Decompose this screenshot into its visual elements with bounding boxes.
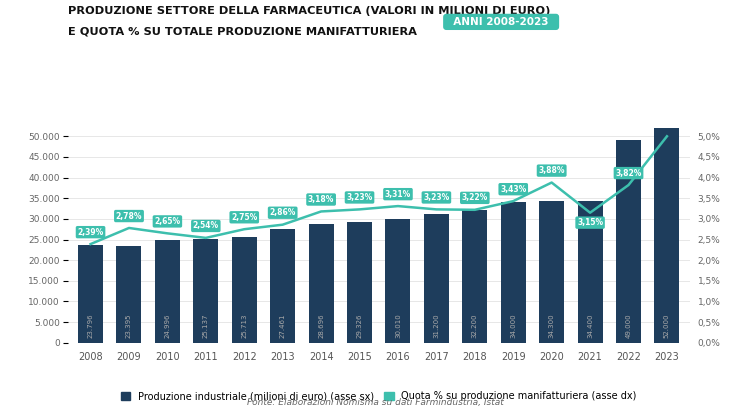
Text: 34.300: 34.300 xyxy=(549,313,555,338)
Text: 52.000: 52.000 xyxy=(664,313,670,338)
Text: 2,75%: 2,75% xyxy=(231,213,257,222)
Text: 3,23%: 3,23% xyxy=(346,193,373,202)
Text: 3,88%: 3,88% xyxy=(538,166,565,175)
Bar xyxy=(462,210,488,343)
Text: 28.696: 28.696 xyxy=(318,313,324,338)
Text: 2,39%: 2,39% xyxy=(77,228,104,237)
Text: 23.395: 23.395 xyxy=(126,313,132,338)
Text: PRODUZIONE SETTORE DELLA FARMACEUTICA (VALORI IN MILIONI DI EURO): PRODUZIONE SETTORE DELLA FARMACEUTICA (V… xyxy=(68,6,550,16)
Text: 34.000: 34.000 xyxy=(510,313,516,338)
Text: 2,54%: 2,54% xyxy=(193,221,219,230)
Text: 3,31%: 3,31% xyxy=(385,190,411,199)
Text: 49.000: 49.000 xyxy=(626,313,632,338)
Bar xyxy=(655,128,680,343)
Text: 3,18%: 3,18% xyxy=(308,195,334,204)
Text: Fonte: Elaborazioni Nomisma su dati Farmindustria, Istat: Fonte: Elaborazioni Nomisma su dati Farm… xyxy=(247,398,503,407)
Bar xyxy=(539,201,564,343)
Text: 3,15%: 3,15% xyxy=(577,218,603,227)
Bar xyxy=(308,224,334,343)
Text: 34.400: 34.400 xyxy=(587,313,593,338)
Legend: Produzione industriale (milioni di euro) (asse sx), Quota % su produzione manifa: Produzione industriale (milioni di euro)… xyxy=(117,387,640,405)
Bar xyxy=(232,237,256,343)
Text: 31.200: 31.200 xyxy=(433,313,439,338)
Text: 2,78%: 2,78% xyxy=(116,211,142,221)
Text: ANNI 2008-2023: ANNI 2008-2023 xyxy=(446,17,556,27)
Text: 32.200: 32.200 xyxy=(472,313,478,338)
Text: 2,86%: 2,86% xyxy=(269,208,296,217)
Bar xyxy=(347,222,372,343)
Bar xyxy=(194,239,218,343)
Text: 25.713: 25.713 xyxy=(242,313,248,338)
Text: 3,82%: 3,82% xyxy=(615,169,642,178)
Bar xyxy=(616,140,641,343)
Text: 3,22%: 3,22% xyxy=(462,193,488,202)
Bar xyxy=(386,219,410,343)
Bar xyxy=(270,229,296,343)
Text: 23.796: 23.796 xyxy=(88,313,94,338)
Text: 29.326: 29.326 xyxy=(356,313,362,338)
Text: 3,43%: 3,43% xyxy=(500,185,526,194)
Text: 27.461: 27.461 xyxy=(280,313,286,338)
Bar xyxy=(116,246,142,343)
Bar xyxy=(155,240,180,343)
Bar xyxy=(78,244,103,343)
Text: 3,23%: 3,23% xyxy=(423,193,449,202)
Text: E QUOTA % SU TOTALE PRODUZIONE MANIFATTURIERA: E QUOTA % SU TOTALE PRODUZIONE MANIFATTU… xyxy=(68,27,416,37)
Bar xyxy=(578,201,602,343)
Text: 25.137: 25.137 xyxy=(202,313,208,338)
Bar xyxy=(424,214,449,343)
Text: 30.010: 30.010 xyxy=(395,313,401,338)
Text: 24.996: 24.996 xyxy=(164,313,170,338)
Text: 2,65%: 2,65% xyxy=(154,217,181,226)
Bar xyxy=(501,202,526,343)
